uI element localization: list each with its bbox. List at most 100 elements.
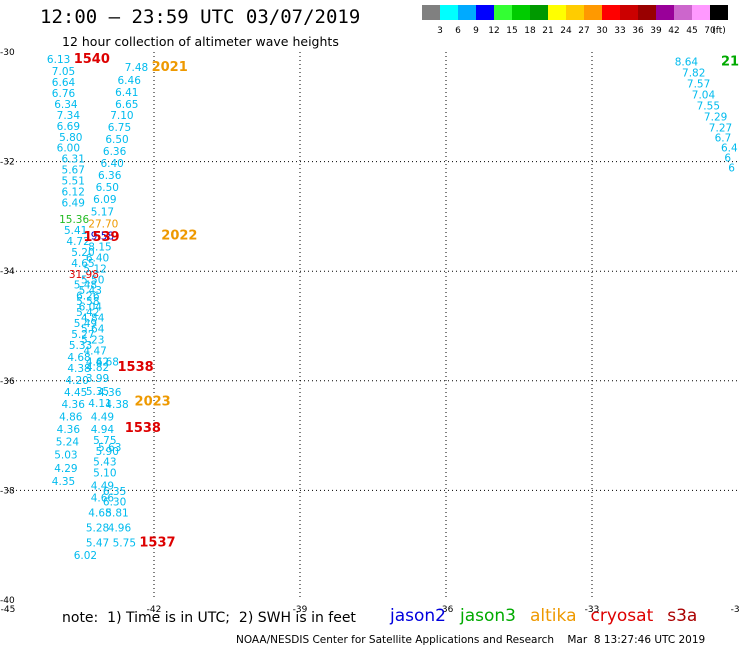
swh-value-label: 4.20 xyxy=(65,375,88,387)
swh-value-label: 7.29 xyxy=(704,112,727,124)
colorbar-swatch xyxy=(494,5,512,20)
swh-value-label: 6.40 xyxy=(86,252,109,264)
colorbar-label: 39 xyxy=(650,26,662,36)
swh-value-label: 7.48 xyxy=(125,62,148,74)
colorbar-swatch xyxy=(620,5,638,20)
swh-value-label: 7.05 xyxy=(52,66,75,78)
pass-number-label: 1538 xyxy=(118,360,154,375)
swh-value-label: 4.94 xyxy=(91,424,115,436)
swh-value-label: 15.36 xyxy=(59,214,89,226)
colorbar-swatch xyxy=(548,5,566,20)
swh-value-label: 7.10 xyxy=(110,110,133,122)
swh-value-label: 5.43 xyxy=(93,457,116,469)
pass-number-label: 2021 xyxy=(152,60,188,75)
swh-value-label: 5.49 xyxy=(74,318,97,330)
swh-value-label: 5.17 xyxy=(91,206,114,218)
swh-value-label: 4.84 xyxy=(81,313,105,325)
swh-value-label: 6.50 xyxy=(105,134,128,146)
swh-value-label: 6.69 xyxy=(57,121,80,133)
colorbar-swatch xyxy=(638,5,656,20)
swh-value-label: 4.86 xyxy=(59,411,83,423)
legend-satellite-name: altika xyxy=(530,606,577,626)
satellite-legend: jason2 jason3 altika cryosat s3a xyxy=(390,606,711,626)
latitude-tick-label: -32 xyxy=(0,158,15,168)
latitude-tick-label: -34 xyxy=(0,267,15,277)
pass-number-label: 1537 xyxy=(139,535,175,550)
swh-value-label: 6.36 xyxy=(103,146,127,158)
swh-value-label: 5.63 xyxy=(98,442,121,454)
credit-line: NOAA/NESDIS Center for Satellite Applica… xyxy=(236,634,706,646)
swh-value-label: 6.02 xyxy=(74,550,97,562)
swh-value-label: 6.35 xyxy=(103,486,126,498)
swh-value-label: 6.12 xyxy=(62,187,85,199)
colorbar-label: 36 xyxy=(632,26,644,36)
colorbar-label: 45 xyxy=(686,26,698,36)
legend-satellite-name: cryosat xyxy=(590,606,654,626)
swh-value-label: 31.98 xyxy=(69,269,99,281)
swh-value-label: 6.26 xyxy=(76,291,100,303)
pass-number-label: 2022 xyxy=(161,228,197,243)
swh-value-label: 6.00 xyxy=(57,143,80,155)
colorbar-swatch xyxy=(440,5,458,20)
swh-value-label: 4.96 xyxy=(108,523,132,535)
swh-value-label: 5.35 xyxy=(86,386,109,398)
colorbar-label: 18 xyxy=(524,26,536,36)
swh-value-label: 7.82 xyxy=(682,68,705,80)
colorbar-label: 9 xyxy=(473,26,479,36)
swh-value-label: 7.55 xyxy=(697,101,720,113)
swh-value-label: 5.03 xyxy=(54,450,77,462)
swh-value-label: 6.64 xyxy=(52,77,76,89)
colorbar-label: 21 xyxy=(542,26,554,36)
legend-satellite-name: jason3 xyxy=(460,606,516,626)
swh-value-label: 6.34 xyxy=(54,99,78,111)
swh-value-label: 27.70 xyxy=(88,218,118,230)
swh-value-label: 5.28 xyxy=(86,523,109,535)
swh-value-label: 4.82 xyxy=(86,362,109,374)
swh-value-label: 7.27 xyxy=(709,122,732,134)
swh-value-label: 5.24 xyxy=(56,436,80,448)
swh-value-label: 5.42 xyxy=(76,307,99,319)
swh-value-label: 5.80 xyxy=(59,132,82,144)
swh-value-label: 5.27 xyxy=(71,329,94,341)
swh-value-label: 5.43 xyxy=(79,285,102,297)
map-title: 12:00 – 23:59 UTC 03/07/2019 xyxy=(40,6,361,28)
swh-value-label: 5.12 xyxy=(83,263,106,275)
swh-value-label: 5.33 xyxy=(69,340,92,352)
swh-value-label: 6.46 xyxy=(118,75,142,87)
pass-number-label: 21 xyxy=(721,55,739,70)
swh-value-label: 8.15 xyxy=(88,241,111,253)
swh-value-label: 5.10 xyxy=(93,468,116,480)
pass-number-label: 1539 xyxy=(83,230,119,245)
swh-value-label: 7.57 xyxy=(687,79,710,91)
colorbar-label: 33 xyxy=(614,26,626,36)
swh-value-label: 6.13 xyxy=(47,54,70,66)
longitude-tick-label: -36 xyxy=(439,605,454,615)
swh-value-label: 4.49 xyxy=(91,411,114,423)
swh-value-label: 4.47 xyxy=(83,345,106,357)
swh-value-label: 6.09 xyxy=(93,194,116,206)
colorbar-swatch xyxy=(530,5,548,20)
colorbar-swatch xyxy=(584,5,602,20)
swh-value-label: 5.48 xyxy=(74,280,97,292)
swh-value-label: 6.49 xyxy=(62,198,85,210)
swh-value-label: 6.75 xyxy=(108,122,131,134)
swh-value-label: 4.49 xyxy=(91,480,114,492)
pass-number-label: 1540 xyxy=(74,52,110,67)
legend-satellite-name: s3a xyxy=(667,606,698,626)
swh-value-label: 5.90 xyxy=(96,446,119,458)
colorbar-label: (ft) xyxy=(712,26,726,36)
swh-value-label: 6.40 xyxy=(100,158,123,170)
colorbar-swatch xyxy=(674,5,692,20)
colorbar-label: 24 xyxy=(560,26,572,36)
swh-value-label: 4.29 xyxy=(54,463,77,475)
pass-number-label: 2023 xyxy=(135,394,171,409)
swh-value-label: 4.66 xyxy=(91,492,115,504)
swh-value-label: 5.23 xyxy=(81,335,104,347)
swh-value-label: 5.67 xyxy=(62,165,85,177)
swh-value-label: 4.36 xyxy=(57,424,81,436)
colorbar-label: 12 xyxy=(488,26,500,36)
colorbar-swatch xyxy=(692,5,710,20)
swh-value-label: 5.51 xyxy=(62,176,85,188)
swh-value-label: 5.58 xyxy=(76,296,99,308)
